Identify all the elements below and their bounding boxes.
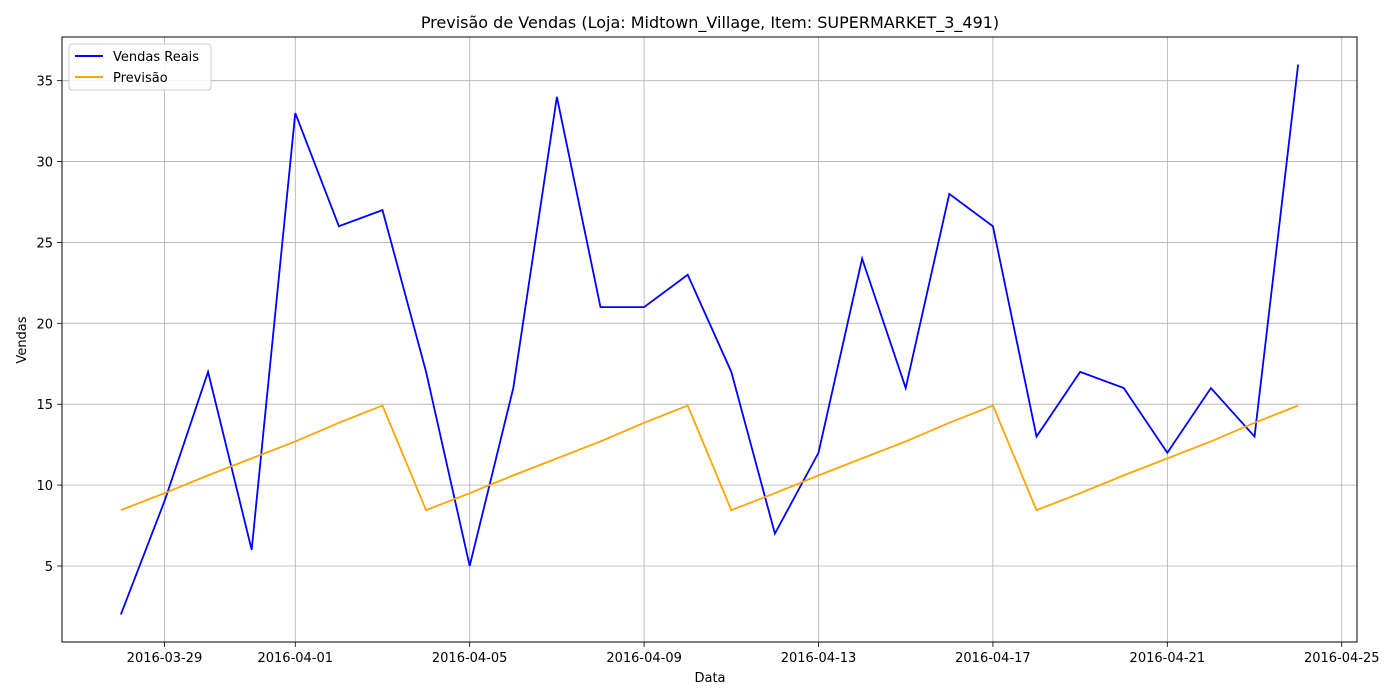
x-axis-ticks: 2016-03-29 2016-04-01 2016-04-05 2016-04-09…: [127, 642, 1380, 666]
legend-box: [68, 43, 212, 91]
y-axis-ticks: 5 10 15 20 25 30 35: [36, 75, 62, 575]
grid-lines: [62, 37, 1357, 642]
series-line-previsao: [120, 404, 1299, 512]
x-tick-label: 2016-04-01: [257, 651, 333, 666]
y-tick-label: 15: [36, 398, 53, 413]
y-tick-label: 5: [45, 560, 53, 575]
series-layer: [120, 64, 1300, 615]
y-tick-label: 25: [36, 236, 53, 251]
chart-title: Previsão de Vendas (Loja: Midtown_Villag…: [421, 13, 999, 33]
x-tick-label: 2016-04-25: [1304, 651, 1380, 666]
legend: Vendas Reais Previsão: [68, 43, 212, 91]
x-tick-label: 2016-03-29: [127, 651, 203, 666]
x-tick-label: 2016-04-17: [955, 651, 1031, 666]
legend-label-previsao: Previsão: [113, 71, 168, 86]
x-tick-label: 2016-04-05: [432, 651, 508, 666]
y-tick-label: 20: [36, 317, 53, 332]
x-tick-label: 2016-04-13: [781, 651, 857, 666]
series-line-vendas-reais: [120, 64, 1300, 615]
legend-label-vendas-reais: Vendas Reais: [113, 50, 199, 65]
y-tick-label: 35: [36, 75, 53, 90]
y-tick-label: 10: [36, 479, 53, 494]
y-tick-label: 30: [36, 156, 53, 171]
x-axis-label: Data: [694, 671, 725, 686]
y-axis-label: Vendas: [15, 316, 30, 363]
x-tick-label: 2016-04-09: [606, 651, 682, 666]
plot-frame: [61, 36, 1358, 643]
x-tick-label: 2016-04-21: [1130, 651, 1206, 666]
